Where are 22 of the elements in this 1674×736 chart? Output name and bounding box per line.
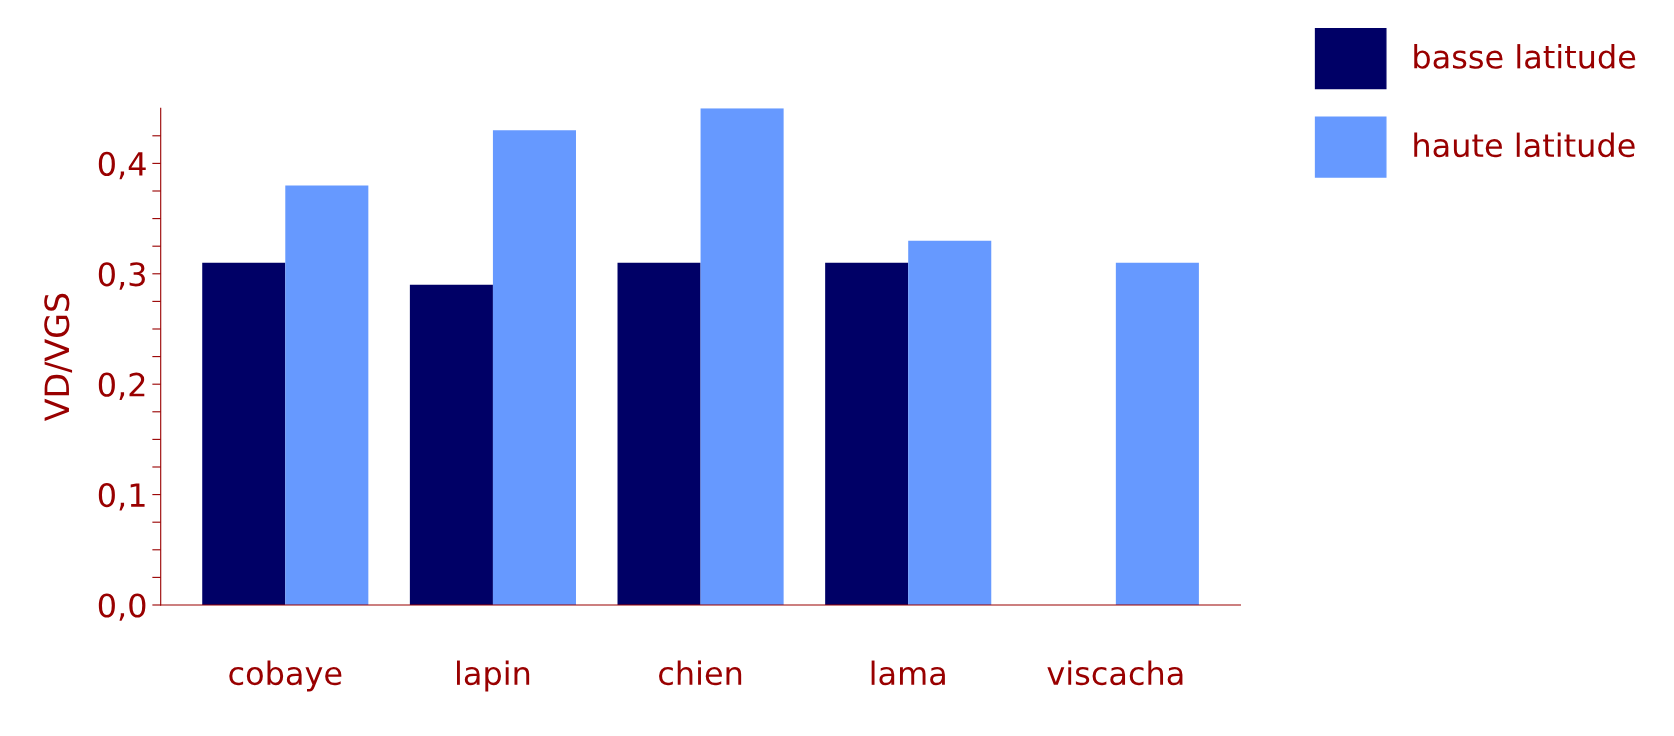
bar: [617, 262, 701, 605]
y-axis-title: VD/VGS: [44, 293, 73, 422]
bar: [492, 130, 576, 605]
x-tick-label: viscacha: [1047, 660, 1183, 686]
bar: [1115, 262, 1199, 605]
bar: [285, 185, 369, 605]
legend-label: basse latitude: [1414, 44, 1636, 69]
y-tick-label: 0,1: [98, 483, 145, 511]
bar: [908, 240, 992, 605]
x-tick-label: chien: [659, 660, 742, 686]
y-tick-label: 0,3: [98, 262, 145, 290]
bar: [202, 262, 286, 605]
bar: [700, 108, 784, 605]
x-tick-label: cobaye: [229, 660, 342, 692]
legend-label: haute latitude: [1414, 132, 1635, 158]
y-tick-label: 0,0: [98, 593, 146, 621]
y-tick-label: 0,2: [98, 372, 145, 401]
x-tick-label: lama: [871, 660, 945, 686]
y-tick-label: 0,4: [98, 151, 146, 180]
x-tick-label: lapin: [457, 660, 530, 692]
bar: [825, 262, 909, 605]
bar: [409, 284, 493, 605]
